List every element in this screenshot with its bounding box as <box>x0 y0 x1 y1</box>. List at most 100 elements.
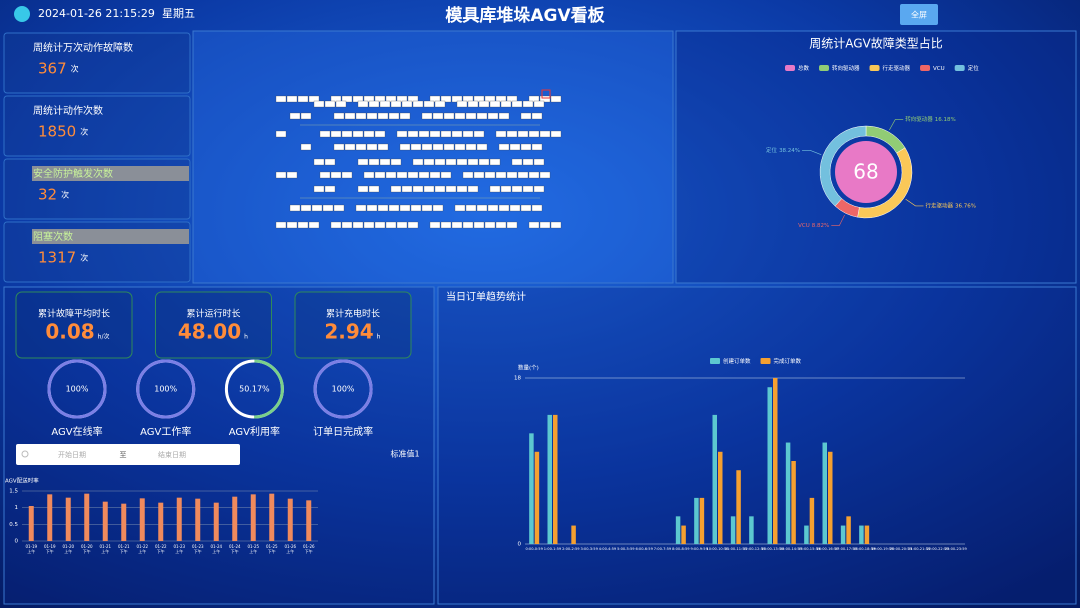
storage-slot <box>390 100 402 108</box>
storage-slot <box>456 185 468 193</box>
gauge-value: 50.17% <box>239 385 270 394</box>
x-tick-label: 3:00-3:59 <box>580 547 598 551</box>
x-tick-label: 17:00-17:59 <box>835 547 858 551</box>
storage-slot <box>330 130 342 138</box>
storage-slot <box>322 204 334 212</box>
storage-slot <box>330 221 342 229</box>
x-tick-label: 01-22 下午 <box>154 544 167 554</box>
gauge-arc <box>254 359 284 419</box>
date-end[interactable]: 结束日期 <box>158 450 186 459</box>
storage-slot <box>410 204 422 212</box>
storage-slot <box>286 171 298 179</box>
storage-slot <box>467 100 479 108</box>
storage-slot <box>440 171 452 179</box>
storage-slot <box>311 204 323 212</box>
kpi-value: 0.08 <box>45 320 94 344</box>
storage-slot <box>330 171 342 179</box>
legend-label: 创建订单数 <box>723 357 751 365</box>
storage-slot <box>550 221 562 229</box>
storage-slot <box>528 221 540 229</box>
storage-slot <box>434 185 446 193</box>
storage-slot <box>399 143 411 151</box>
pie-label-name: 行走驱动器 <box>925 201 953 209</box>
storage-slot <box>462 130 474 138</box>
storage-slot <box>352 130 364 138</box>
storage-slot <box>308 221 320 229</box>
storage-slot <box>533 185 545 193</box>
bar <box>718 451 723 544</box>
storage-slot <box>489 100 501 108</box>
pie-label-name: 转向驱动器 <box>905 115 933 123</box>
date-icon <box>21 450 29 458</box>
bar <box>553 414 558 544</box>
x-tick-label: 9:00-9:59 <box>690 547 708 551</box>
stat-title: 阻塞次数 <box>33 230 73 243</box>
orders-panel <box>437 286 1077 605</box>
storage-slot <box>451 130 463 138</box>
bar <box>176 497 182 541</box>
bar <box>864 525 870 544</box>
storage-slot <box>473 171 485 179</box>
storage-slot <box>297 221 309 229</box>
gauge-name: AGV利用率 <box>229 425 280 438</box>
storage-slot <box>366 112 378 120</box>
storage-slot <box>374 171 386 179</box>
gauge-name: 订单日完成率 <box>313 425 373 438</box>
storage-slot <box>297 95 309 103</box>
bar <box>102 501 108 541</box>
weekday: 星期五 <box>162 7 195 20</box>
x-tick-label: 01-23 下午 <box>191 544 204 554</box>
storage-slot <box>495 171 507 179</box>
fullscreen-button[interactable] <box>900 4 938 25</box>
bar <box>306 500 312 541</box>
bar <box>736 470 741 544</box>
standard-label: 标准值1 <box>390 449 419 459</box>
storage-slot <box>423 158 435 166</box>
storage-slot <box>300 112 312 120</box>
storage-slot <box>509 143 521 151</box>
storage-slot <box>324 185 336 193</box>
gauge-name: AGV在线率 <box>51 425 102 438</box>
storage-slot <box>335 100 347 108</box>
storage-slot <box>467 185 479 193</box>
gauge-arc <box>313 359 373 419</box>
bar <box>121 503 127 541</box>
storage-slot <box>388 204 400 212</box>
fullscreen-label[interactable]: 全屏 <box>911 10 927 20</box>
gauge-value: 100% <box>154 385 177 394</box>
pie-center <box>835 141 897 203</box>
storage-slot <box>533 158 545 166</box>
storage-slot <box>506 171 518 179</box>
bar <box>859 525 864 544</box>
storage-slot <box>467 158 479 166</box>
stat-title: 周统计万次动作故障数 <box>33 41 133 54</box>
storage-slot <box>498 112 510 120</box>
pie-label-value: 38.24% <box>779 148 800 154</box>
storage-slot <box>421 204 433 212</box>
gauge-name: AGV工作率 <box>140 425 191 438</box>
storage-slot <box>344 143 356 151</box>
legend-swatch <box>760 358 771 364</box>
x-tick-label: 01-20 上午 <box>62 544 75 554</box>
storage-slot <box>385 171 397 179</box>
storage-slot <box>363 221 375 229</box>
storage-slot <box>487 112 499 120</box>
x-tick-label: 7:00-7:59 <box>654 547 672 551</box>
date-picker[interactable] <box>16 444 240 465</box>
bar <box>232 496 238 541</box>
storage-slot <box>484 221 496 229</box>
date-separator: 至 <box>120 451 127 459</box>
date-start[interactable]: 开始日期 <box>58 450 86 459</box>
x-tick-label: 18:00-18:59 <box>853 547 876 551</box>
x-tick-label: 01-22 上午 <box>136 544 149 554</box>
kpi-card <box>155 291 272 359</box>
storage-slot <box>388 112 400 120</box>
gauge-value: 100% <box>332 385 355 394</box>
storage-slot <box>434 158 446 166</box>
storage-slot <box>456 158 468 166</box>
x-tick-label: 16:00-16:59 <box>816 547 839 551</box>
storage-slot <box>377 143 389 151</box>
bar <box>694 497 699 544</box>
pie-leader <box>802 150 822 155</box>
